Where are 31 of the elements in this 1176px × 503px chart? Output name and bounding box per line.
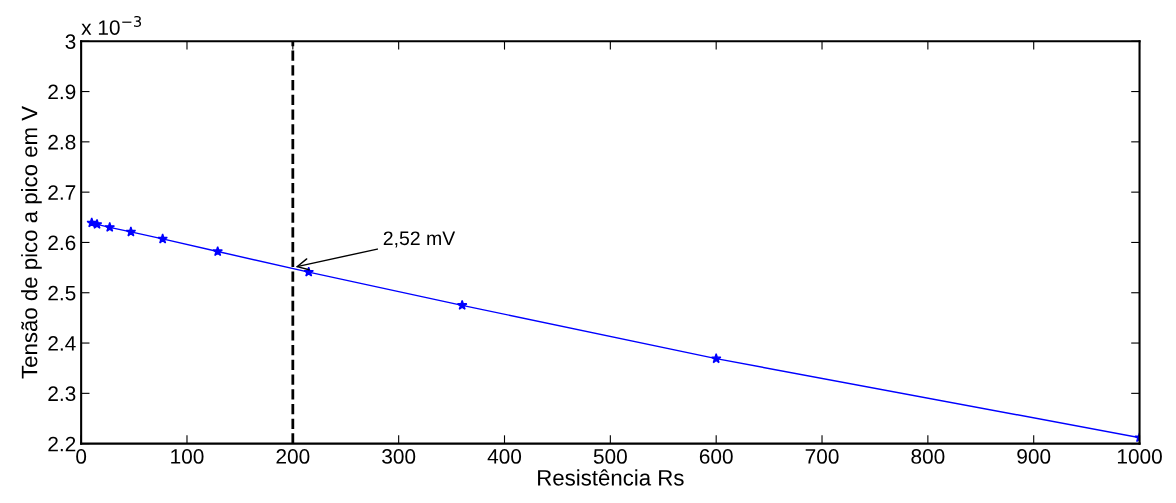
- y-tick-label: 2.4: [48, 336, 76, 351]
- x-tick-label: 200: [276, 449, 310, 464]
- point: [125, 226, 137, 237]
- point: [710, 353, 722, 364]
- point: [104, 221, 116, 232]
- x-tick-label: 700: [805, 449, 839, 464]
- y-tick-label: 2.9: [48, 84, 76, 100]
- x-tick-label: 100: [171, 449, 204, 464]
- x-tick-label: 300: [382, 449, 416, 464]
- x-tick-label: 900: [1017, 449, 1051, 464]
- y-tick-label: 2.3: [48, 386, 76, 402]
- x-tick-label: 500: [593, 449, 627, 464]
- y-tick-label: 2.6: [48, 235, 76, 251]
- x-tick-label: 600: [699, 449, 733, 464]
- x-axis-title: Resistência Rs: [538, 469, 684, 486]
- y-tick-label: 2.7: [48, 185, 76, 200]
- point: [157, 233, 168, 244]
- point: [456, 299, 468, 310]
- y-axis-title: Tensão de pico a pico em V: [21, 106, 42, 379]
- y-tick-label: 2.5: [48, 285, 76, 301]
- x-tick-label: 0: [76, 449, 87, 464]
- text: x 10$^{−3}$: [81, 15, 142, 35]
- annotation: 2,52 mV: [383, 231, 456, 248]
- x-tick-label: 800: [911, 449, 945, 464]
- y-tick-label: 2.2: [48, 436, 76, 452]
- y-tick-label: 3: [65, 34, 76, 49]
- x-tick-label: 1000: [1117, 449, 1162, 464]
- y-tick-label: 2.8: [48, 134, 76, 150]
- point: [212, 245, 223, 257]
- point: [303, 266, 315, 277]
- x-tick-label: 400: [487, 449, 522, 464]
